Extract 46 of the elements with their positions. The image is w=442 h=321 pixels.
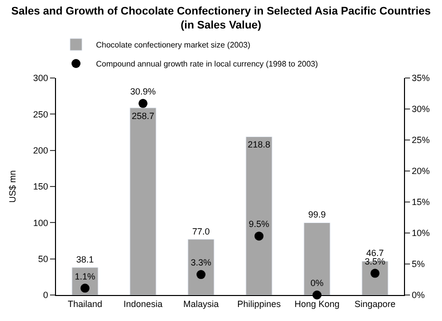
y2-tick-label: 35% <box>412 73 430 84</box>
legend-label: Compound annual growth rate in local currency (1998 to 2003) <box>96 60 318 69</box>
y2-tick-label: 30% <box>412 104 430 114</box>
x-tick-label: Singapore <box>354 298 396 309</box>
y-axis-title: US$ mn <box>8 170 18 203</box>
point <box>254 232 264 241</box>
y2-tick-label: 10% <box>412 228 430 238</box>
legend-label: Chocolate confectionery market size (2003) <box>96 40 251 50</box>
y2-tick-label: 20% <box>412 166 430 176</box>
y-tick-label: 300 <box>33 73 48 84</box>
data-label: 99.9 <box>308 210 326 220</box>
bar <box>72 267 98 295</box>
bar <box>188 239 214 295</box>
data-label: 46.7 <box>366 248 384 258</box>
data-label: 218.8 <box>248 140 270 150</box>
data-label: 258.7 <box>132 110 154 121</box>
y2-tick-label: 15% <box>412 197 430 208</box>
data-label: 77.0 <box>192 226 210 236</box>
y-tick-label: 100 <box>33 218 48 228</box>
point <box>80 284 90 293</box>
data-label: 30.9% <box>130 86 156 97</box>
x-tick-label: Thailand <box>68 298 102 309</box>
bar <box>304 222 330 295</box>
data-label: 3.3% <box>190 258 212 268</box>
x-tick-label: Indonesia <box>123 298 163 309</box>
data-label: 38.1 <box>76 254 94 264</box>
x-tick-label: Philippines <box>237 298 282 309</box>
x-tick-label: Malaysia <box>183 298 219 309</box>
point <box>196 270 206 280</box>
bar <box>130 108 156 295</box>
bar <box>246 136 272 295</box>
x-tick-label: Hong Kong <box>294 298 340 309</box>
y2-tick-label: 0% <box>412 290 425 300</box>
data-label: 1.1% <box>74 271 96 282</box>
y2-tick-label: 25% <box>412 135 430 146</box>
y-tick-label: 200 <box>33 145 48 156</box>
y-tick-label: 0 <box>43 290 48 300</box>
data-label: 0% <box>310 278 324 288</box>
data-label: 9.5% <box>248 219 270 230</box>
chart-title: Sales and Growth of Chocolate Confectionery in Selected Asia Pacific Countries (in Sales Value) <box>11 5 431 32</box>
data-label: 3.5% <box>364 256 386 266</box>
y-tick-label: 250 <box>33 109 48 120</box>
y-tick-label: 50 <box>38 254 48 264</box>
y-tick-label: 150 <box>33 182 48 192</box>
y2-tick-label: 5% <box>412 259 425 270</box>
point <box>138 98 148 108</box>
